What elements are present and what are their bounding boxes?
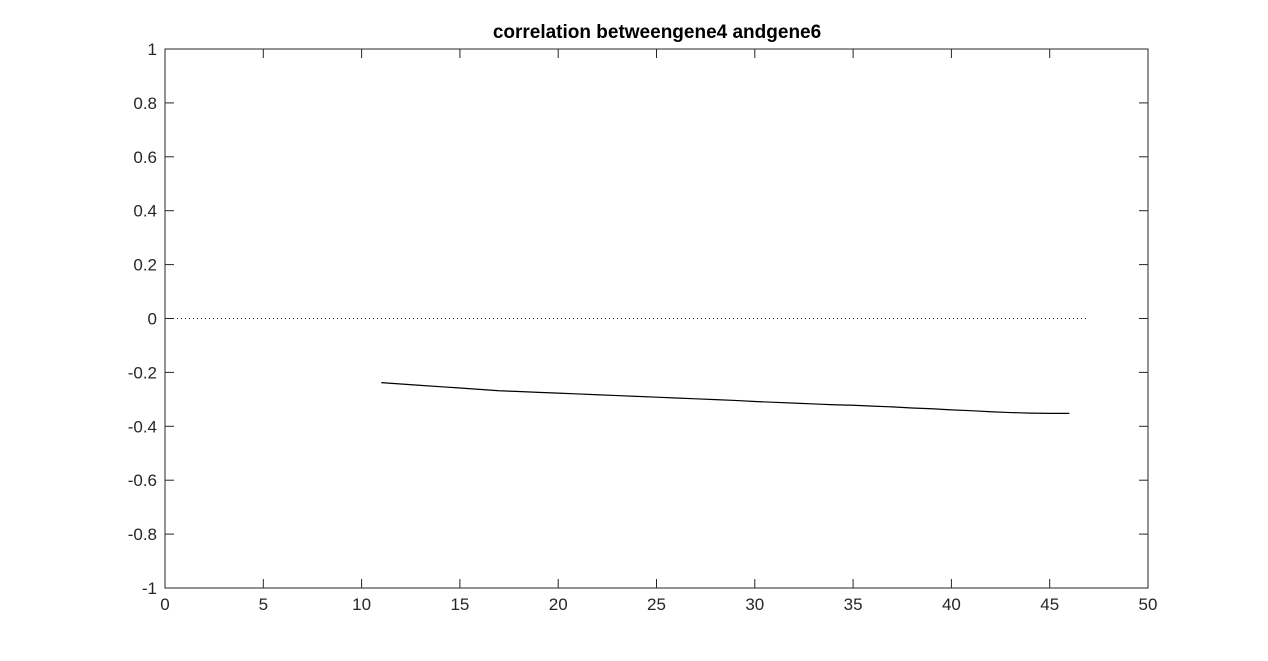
y-tick-label: -0.2	[128, 363, 157, 382]
y-tick-label: -0.6	[128, 471, 157, 490]
axis-ticks	[164, 48, 1149, 589]
axis-tick-labels: 0 5 10 15 20 25 30 35 40 45 50 -1 -0.8 -0.6 -0.4 -0.2 0 0…	[128, 40, 1158, 614]
x-tick-label: 20	[549, 595, 568, 614]
series-line	[381, 382, 1070, 414]
x-tick-label: 45	[1040, 595, 1059, 614]
x-tick-label: 0	[160, 595, 169, 614]
x-tick-label: 30	[745, 595, 764, 614]
y-tick-label: 0.4	[133, 202, 157, 221]
y-tick-label: 0.2	[133, 256, 157, 275]
x-tick-label: 40	[942, 595, 961, 614]
x-tick-label: 15	[450, 595, 469, 614]
y-tick-label: 0.8	[133, 94, 157, 113]
x-tick-label: 25	[647, 595, 666, 614]
x-tick-label: 35	[844, 595, 863, 614]
y-tick-label: 1	[148, 40, 157, 59]
y-tick-label: -0.8	[128, 525, 157, 544]
x-tick-label: 5	[259, 595, 268, 614]
chart-title: correlation betweengene4 andgene6	[493, 22, 821, 43]
x-tick-label: 10	[352, 595, 371, 614]
x-tick-label: 50	[1139, 595, 1158, 614]
y-tick-label: -1	[142, 579, 157, 598]
y-tick-label: 0.6	[133, 148, 157, 167]
plot-area	[164, 48, 1149, 589]
y-tick-label: 0	[148, 310, 157, 329]
y-tick-label: -0.4	[128, 417, 157, 436]
